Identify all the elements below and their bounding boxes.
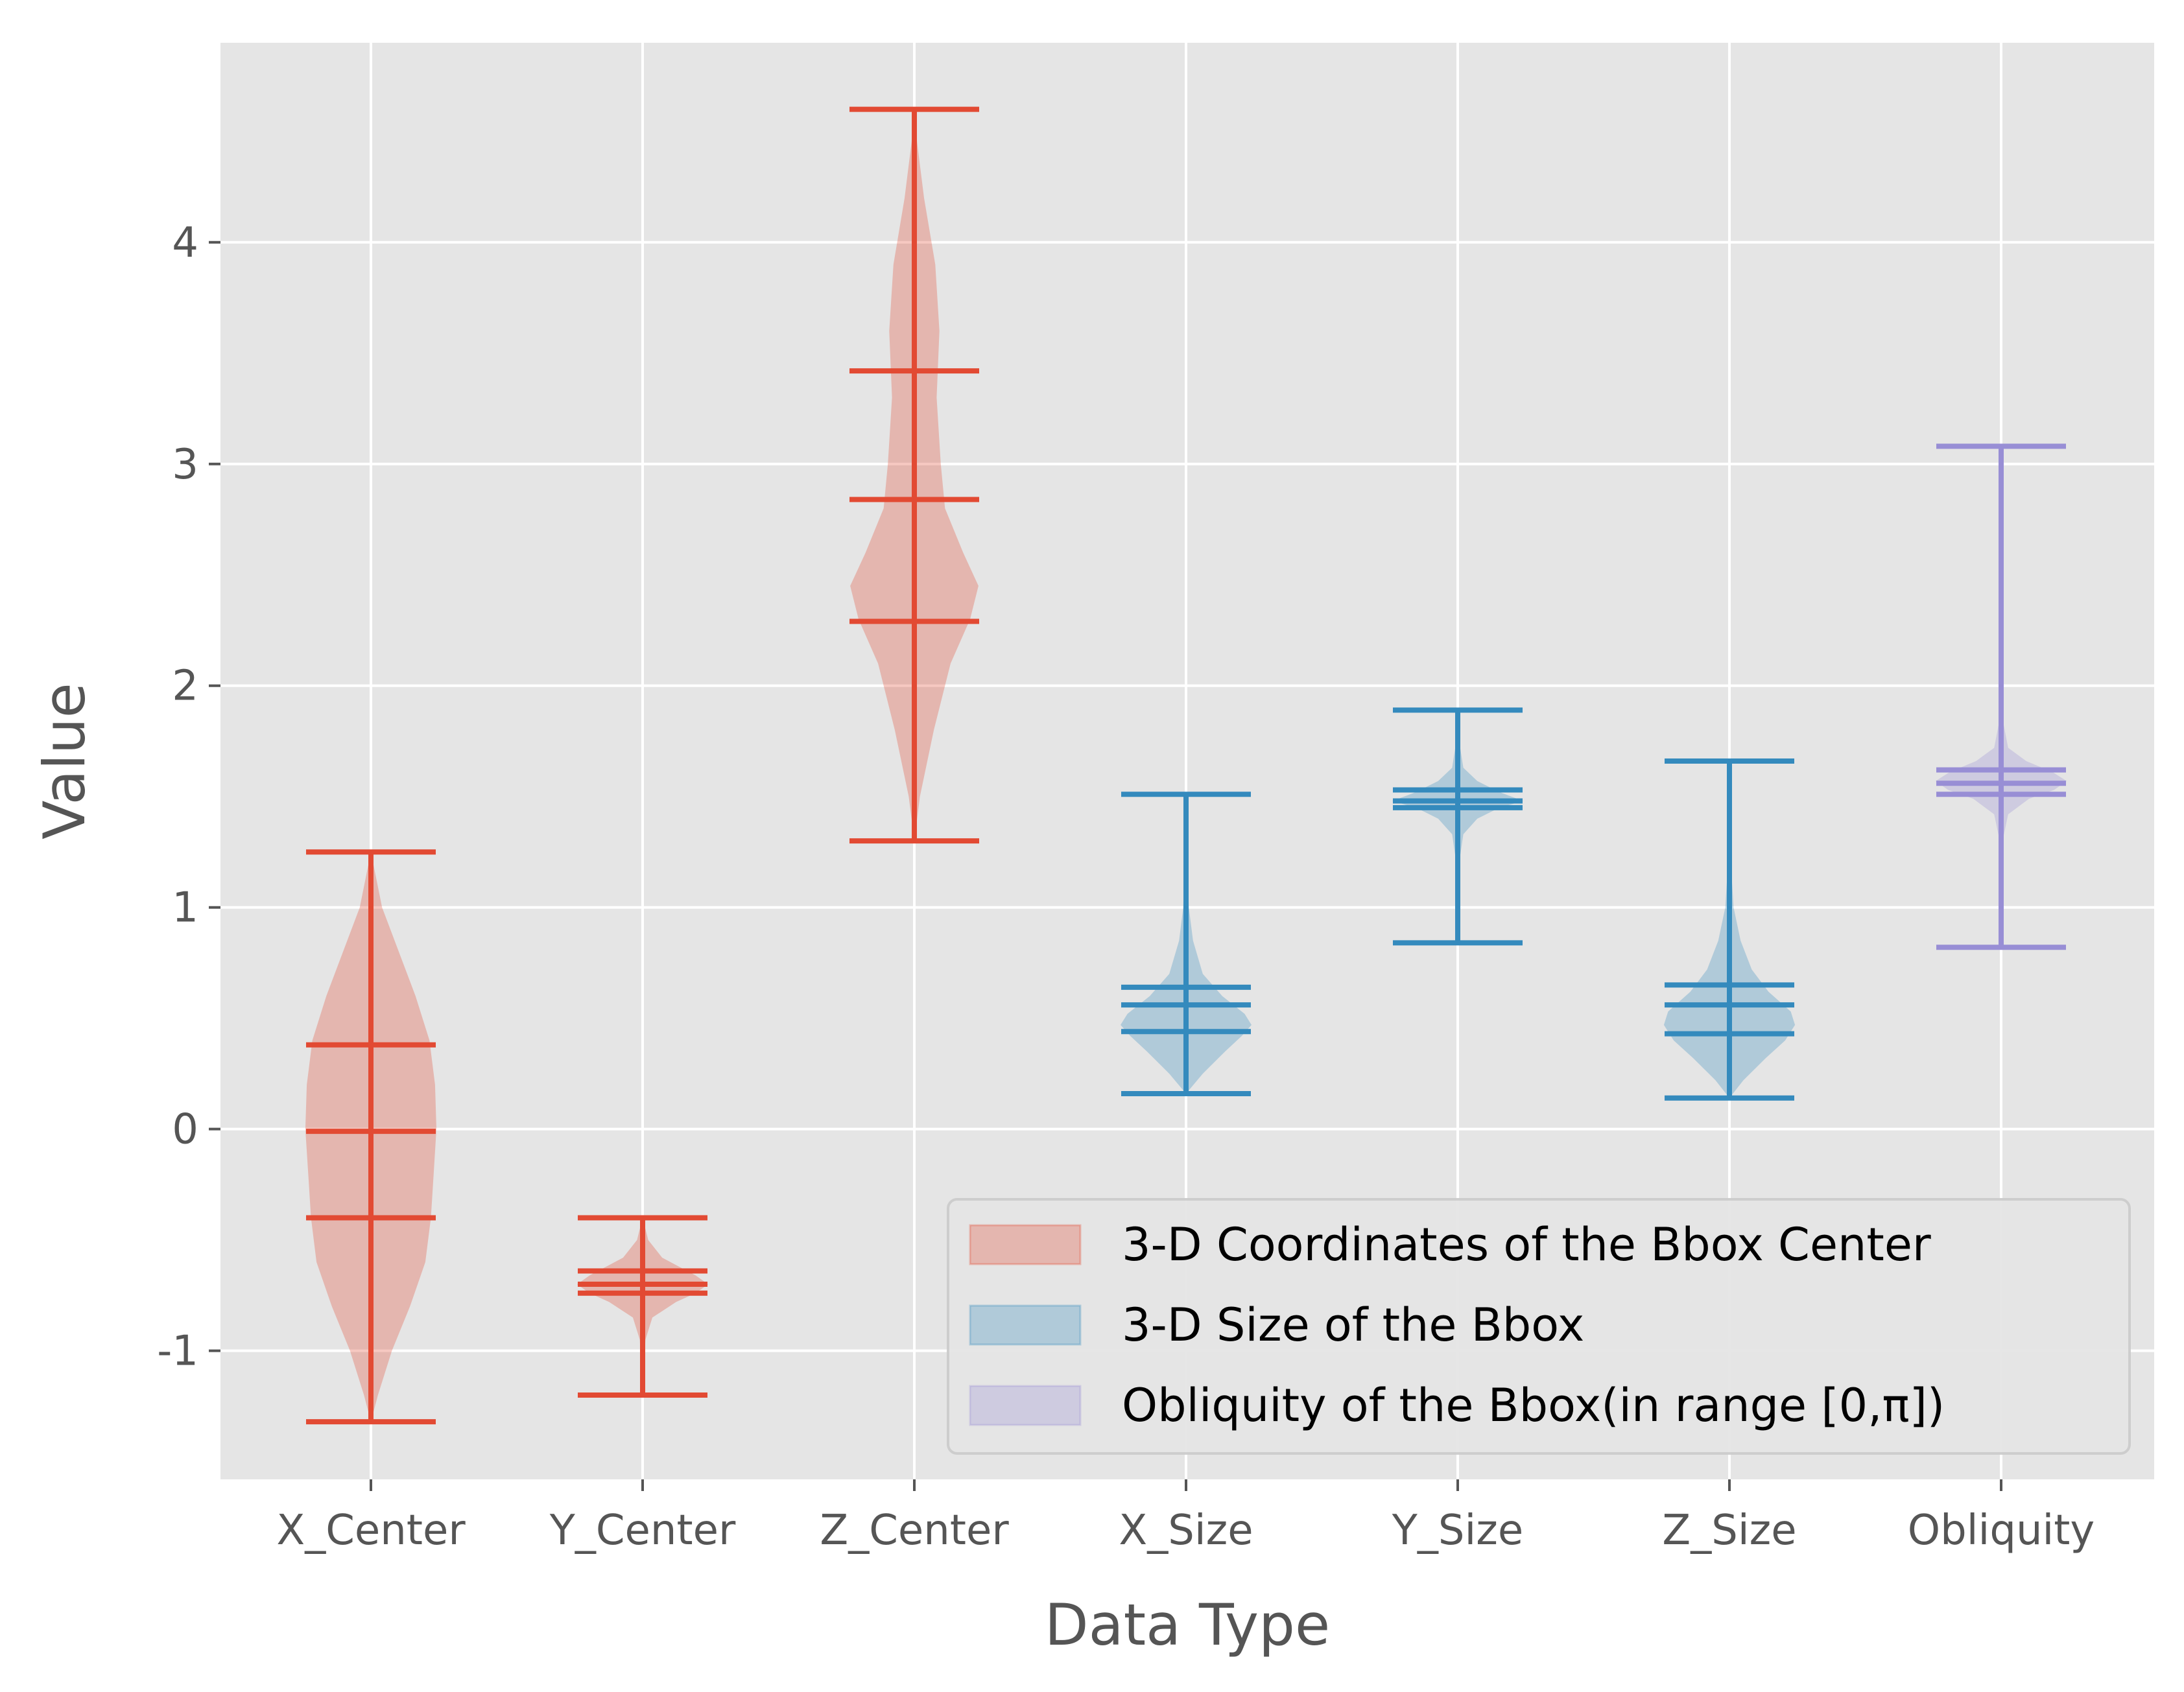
legend-swatch-obliquity bbox=[969, 1385, 1082, 1426]
y-tick-label: 2 bbox=[172, 663, 198, 711]
y-tick-label: 4 bbox=[172, 219, 198, 267]
violin-y-center bbox=[577, 1215, 708, 1398]
x-axis-label: Data Type bbox=[1045, 1592, 1330, 1658]
violin-y-size bbox=[1392, 707, 1524, 946]
violin-z-size bbox=[1663, 758, 1796, 1101]
y-axis-label: Value bbox=[31, 683, 98, 840]
violin-x-size bbox=[1121, 792, 1252, 1096]
violins bbox=[305, 106, 2067, 1425]
legend-swatch-size bbox=[969, 1304, 1082, 1346]
violin-z-center bbox=[849, 106, 979, 844]
violin-x-center bbox=[305, 849, 436, 1425]
x-tick-label: X_Center bbox=[276, 1507, 466, 1555]
x-tick-label: Z_Center bbox=[820, 1507, 1009, 1555]
legend: 3-D Coordinates of the Bbox Center 3-D S… bbox=[947, 1198, 2131, 1455]
y-tick-label: -1 bbox=[157, 1328, 198, 1376]
y-tick-label: 3 bbox=[172, 441, 198, 489]
x-tick-label: X_Size bbox=[1119, 1507, 1253, 1555]
legend-swatch-center bbox=[969, 1224, 1082, 1265]
x-tick-label: Obliquity bbox=[1908, 1507, 2095, 1555]
y-tick-label: 0 bbox=[172, 1106, 198, 1154]
x-tick-label: Z_Size bbox=[1662, 1507, 1796, 1555]
legend-label-center: 3-D Coordinates of the Bbox Center bbox=[1122, 1218, 1931, 1271]
violin-obliquity bbox=[1935, 443, 2067, 950]
x-axis-ticks: X_Center Y_Center Z_Center X_Size Y_Size Z_Si… bbox=[276, 1479, 2095, 1555]
x-tick-label: Y_Center bbox=[549, 1507, 736, 1555]
legend-label-obliquity: Obliquity of the Bbox(in range [0,π]) bbox=[1122, 1379, 1945, 1432]
legend-frame bbox=[947, 1198, 2131, 1455]
legend-label-size: 3-D Size of the Bbox bbox=[1122, 1298, 1584, 1352]
x-tick-label: Y_Size bbox=[1392, 1507, 1523, 1555]
y-tick-label: 1 bbox=[172, 884, 198, 932]
y-axis-ticks: -1 0 1 2 3 4 bbox=[157, 219, 220, 1376]
